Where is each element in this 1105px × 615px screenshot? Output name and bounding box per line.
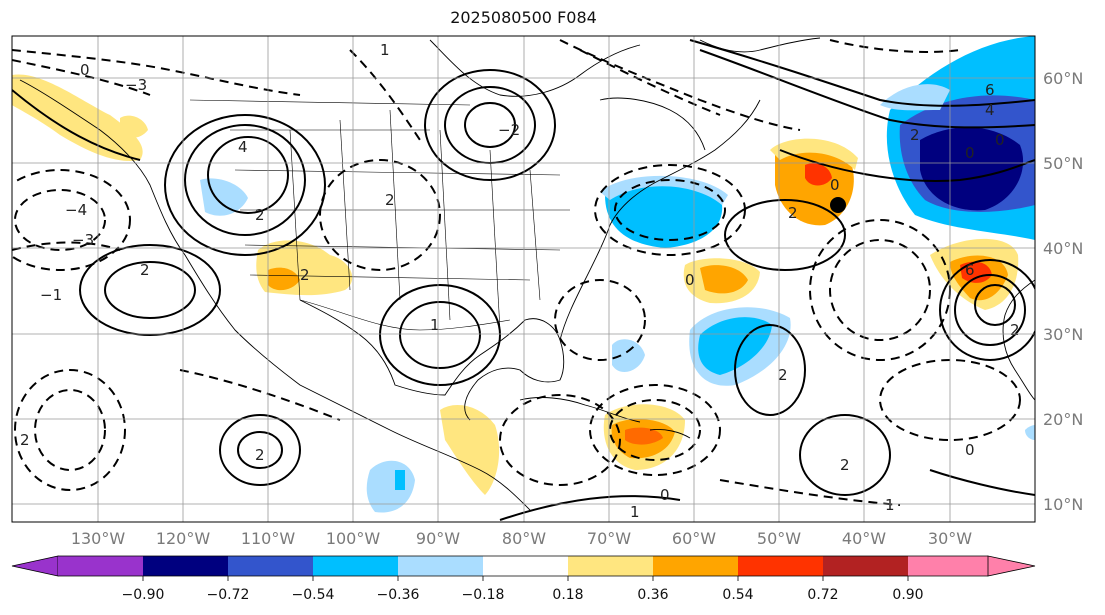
longitude-labels: 130°W 120°W 110°W 100°W 90°W 80°W 70°W 6…: [71, 529, 972, 548]
colorbar-swatch: [823, 556, 908, 576]
lon-label: 120°W: [156, 529, 211, 548]
contour-label: 2: [255, 206, 265, 224]
contour-label: 2: [1010, 321, 1020, 339]
map-frame: [11, 35, 1036, 523]
lat-label: 40°N: [1043, 239, 1083, 258]
contour-label: −3: [72, 231, 94, 249]
contour-label: 2: [140, 261, 150, 279]
lat-label: 50°N: [1043, 154, 1083, 173]
colorbar-swatch: [313, 556, 398, 576]
storm-center-marker: [830, 197, 846, 213]
colorbar-swatch: [568, 556, 653, 576]
contour-label: 2: [300, 266, 310, 284]
contour-label: 4: [985, 101, 995, 119]
colorbar-tick-label: 0.54: [722, 587, 753, 603]
latitude-labels: 60°N 50°N 40°N 30°N 20°N 10°N: [1043, 69, 1083, 514]
lon-label: 80°W: [502, 529, 546, 548]
contour-label: 2: [840, 456, 850, 474]
colorbar-tick-label: −0.90: [122, 587, 165, 603]
colorbar-swatch: [398, 556, 483, 576]
contour-labels: 4 2 0 −3 −4 −3 −1 2 1 −2 2 2 1 0 2 0 2 6…: [20, 41, 1020, 521]
colorbar-tick-label: 0.18: [552, 587, 583, 603]
colorbar-tick-label: 0.36: [637, 587, 668, 603]
contour-label: 0: [830, 176, 840, 194]
contour-label: 2: [255, 446, 265, 464]
colorbar: −0.90 −0.72 −0.54 −0.36 −0.18 0.18 0.36 …: [11, 555, 1036, 603]
colorbar-tick-label: −0.54: [292, 587, 335, 603]
colorbar-swatch: [653, 556, 738, 576]
contour-label: 0: [965, 144, 975, 162]
lat-label: 10°N: [1043, 495, 1083, 514]
lat-label: 30°N: [1043, 325, 1083, 344]
lon-label: 60°W: [672, 529, 716, 548]
lon-label: 50°W: [757, 529, 801, 548]
lon-label: 40°W: [842, 529, 886, 548]
colorbar-tick-label: −0.36: [377, 587, 420, 603]
colorbar-swatch: [738, 556, 823, 576]
contour-label: 0: [80, 61, 90, 79]
lon-label: 30°W: [928, 529, 972, 548]
map-background: [12, 36, 1035, 522]
lon-label: 90°W: [416, 529, 460, 548]
lon-label: 100°W: [326, 529, 381, 548]
lon-label: 130°W: [71, 529, 126, 548]
lat-label: 60°N: [1043, 69, 1083, 88]
contour-label: −4: [65, 201, 87, 219]
contour-label: 2: [20, 431, 30, 449]
colorbar-swatch: [908, 556, 988, 576]
map-title: 2025080500 F084: [450, 8, 597, 27]
lat-label: 20°N: [1043, 410, 1083, 429]
contour-label: 2: [788, 204, 798, 222]
contour-label: 2: [778, 366, 788, 384]
contour-label: 1: [885, 496, 895, 514]
colorbar-tick-label: −0.72: [207, 587, 250, 603]
colorbar-swatch: [483, 556, 568, 576]
contour-label: 6: [985, 81, 995, 99]
colorbar-tick-label: 0.90: [892, 587, 923, 603]
contour-label: 1: [630, 503, 640, 521]
contour-label: 2: [910, 126, 920, 144]
contour-label: 0: [660, 486, 670, 504]
contour-label: 1: [380, 41, 390, 59]
colorbar-swatch: [58, 556, 143, 576]
contour-label: −3: [125, 76, 147, 94]
colorbar-min-extend: [11, 555, 59, 577]
colorbar-ticks: [142, 576, 909, 581]
colorbar-max-extend: [987, 555, 1036, 577]
contour-label: 0: [685, 271, 695, 289]
colorbar-tick-label: 0.72: [807, 587, 838, 603]
lon-label: 110°W: [241, 529, 296, 548]
lon-label: 70°W: [587, 529, 631, 548]
contour-label: 1: [430, 316, 440, 334]
contour-label: 6: [965, 261, 975, 279]
contour-label: 4: [238, 138, 248, 156]
colorbar-tick-label: −0.18: [462, 587, 505, 603]
contour-label: 2: [385, 191, 395, 209]
contour-label: 0: [965, 441, 975, 459]
colorbar-swatch: [228, 556, 313, 576]
contour-label: −1: [40, 286, 62, 304]
graticule: [12, 36, 1035, 522]
contour-label: 0: [995, 131, 1005, 149]
colorbar-swatch: [143, 556, 228, 576]
coastlines: [19, 37, 1035, 511]
map-content: 4 2 0 −3 −4 −3 −1 2 1 −2 2 2 1 0 2 0 2 6…: [12, 36, 1035, 522]
contour-label: −2: [498, 121, 520, 139]
